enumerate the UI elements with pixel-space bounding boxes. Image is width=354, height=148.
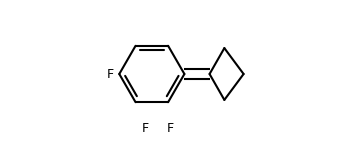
Text: F: F — [142, 122, 149, 135]
Text: F: F — [167, 122, 174, 135]
Text: F: F — [107, 67, 114, 81]
